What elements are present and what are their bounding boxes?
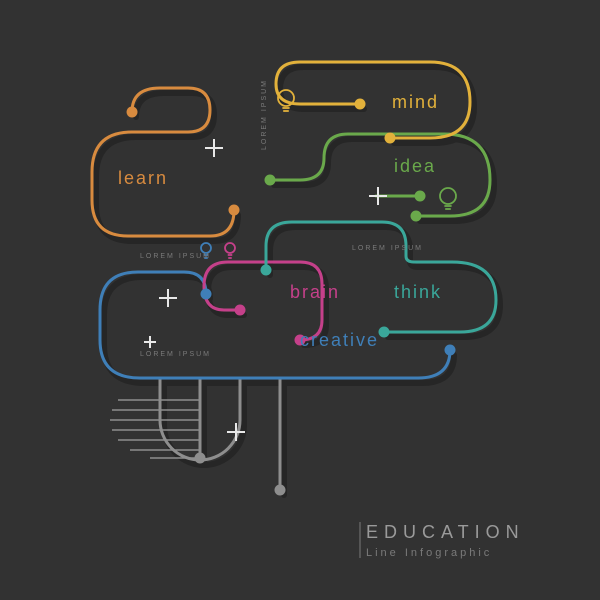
dot-5 bbox=[411, 211, 422, 222]
dot-9 bbox=[235, 305, 246, 316]
dot-4 bbox=[265, 175, 276, 186]
title: EDUCATION bbox=[366, 522, 525, 542]
dot-0 bbox=[355, 99, 366, 110]
dot-7 bbox=[379, 327, 390, 338]
label-think: think bbox=[394, 282, 442, 302]
sublabel-0: LOREM IPSUM bbox=[261, 79, 268, 150]
label-creative: creative bbox=[300, 330, 379, 350]
dot-10 bbox=[201, 289, 212, 300]
label-brain: brain bbox=[290, 282, 340, 302]
dot-12 bbox=[195, 453, 206, 464]
sublabel-2: LOREM IPSUM bbox=[140, 253, 211, 260]
sublabel-3: LOREM IPSUM bbox=[140, 351, 211, 358]
label-learn: learn bbox=[118, 168, 168, 188]
label-idea: idea bbox=[394, 156, 436, 176]
dot-11 bbox=[445, 345, 456, 356]
dot-1 bbox=[385, 133, 396, 144]
dot-6 bbox=[261, 265, 272, 276]
subtitle: Line Infographic bbox=[366, 547, 492, 559]
dot-3 bbox=[229, 205, 240, 216]
dot-2 bbox=[127, 107, 138, 118]
label-mind: mind bbox=[392, 92, 439, 112]
dot-13 bbox=[275, 485, 286, 496]
sublabel-1: LOREM IPSUM bbox=[352, 245, 423, 252]
